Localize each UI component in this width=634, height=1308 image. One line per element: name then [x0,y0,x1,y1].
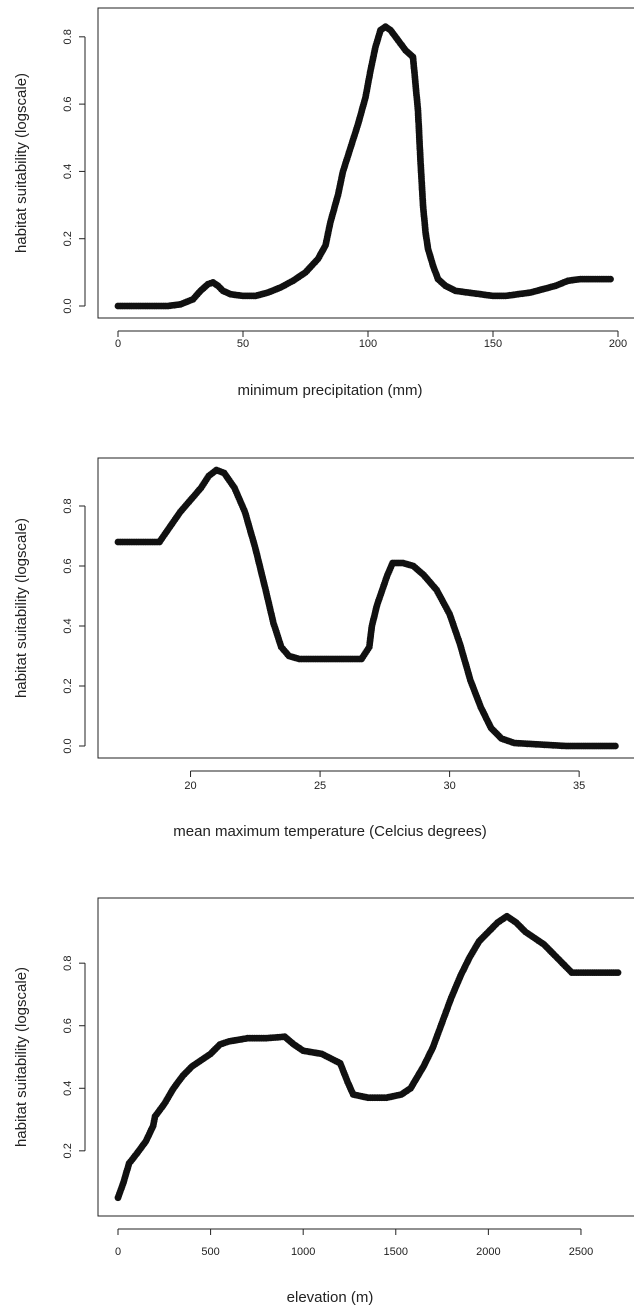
y-tick-label: 0.0 [62,298,74,313]
x-axis-title: mean maximum temperature (Celcius degree… [173,823,486,840]
plot-frame [97,457,634,759]
y-tick-label: 0.4 [62,164,74,179]
y-tick-label: 0.2 [62,678,74,693]
x-tick-label: 35 [573,780,585,792]
data-series [114,912,622,1202]
chart-panel-2: 20 25 30 35 0.0 0.2 0.4 0.6 0.8 mean maximum temp… [13,457,634,840]
x-axis-title: elevation (m) [287,1289,374,1306]
x-tick-label: 200 [609,338,627,350]
x-tick-label: 1500 [384,1246,408,1258]
y-tick-label: 0.6 [62,1018,74,1033]
y-tick-label: 0.6 [62,558,74,573]
x-axis-title: minimum precipitation (mm) [237,382,422,399]
x-tick-label: 2500 [569,1246,593,1258]
x-tick-label: 0 [115,338,121,350]
x-tick-label: 50 [237,338,249,350]
y-tick-label: 0.2 [62,1143,74,1158]
x-tick-label: 150 [484,338,502,350]
plot-frame [97,897,634,1217]
chart-panel-1: 0 50 100 150 200 0.0 0.2 0.4 0.6 0.8 minimum preci… [13,7,634,399]
y-tick-label: 0.8 [62,956,74,971]
y-tick-label: 0.2 [62,231,74,246]
y-tick-label: 0.0 [62,738,74,753]
x-tick-label: 100 [359,338,377,350]
y-axis-title: habitat suitability (logscale) [13,518,30,698]
y-axis-title: habitat suitability (logscale) [13,967,30,1147]
y-tick-label: 0.8 [62,498,74,513]
y-tick-label: 0.8 [62,29,74,44]
x-tick-label: 30 [443,780,455,792]
y-tick-label: 0.6 [62,96,74,111]
x-tick-label: 1000 [291,1246,315,1258]
data-series [114,466,619,750]
chart-panel-3: 0 500 1000 1500 2000 2500 0.2 0.4 0.6 0.8 elevatio… [13,897,634,1306]
plot-frame [97,7,634,319]
data-point [614,969,622,976]
x-tick-label: 25 [314,780,326,792]
data-point [607,275,614,283]
data-point [612,742,619,750]
x-tick-label: 2000 [476,1246,500,1258]
data-series [114,23,614,310]
x-tick-label: 500 [201,1246,219,1258]
x-tick-label: 0 [115,1246,121,1258]
x-tick-label: 20 [184,780,196,792]
y-tick-label: 0.4 [62,1081,74,1096]
y-axis-title: habitat suitability (logscale) [13,73,30,253]
y-tick-label: 0.4 [62,618,74,633]
